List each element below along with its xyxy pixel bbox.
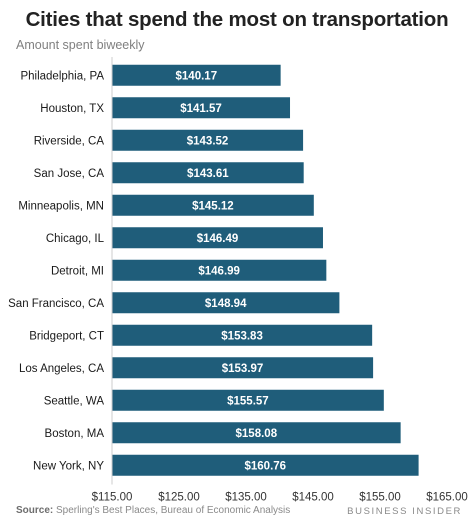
chart-subtitle: Amount spent biweekly [16,38,145,52]
x-tick-label: $115.00 [92,492,133,504]
x-tick-label: $125.00 [158,492,200,504]
category-label: San Francisco, CA [8,298,104,310]
value-label: $146.49 [197,233,239,245]
value-label: $158.08 [236,428,278,440]
bar [112,97,291,119]
value-label: $146.99 [198,265,240,277]
bar [112,422,401,444]
category-label: Detroit, MI [51,265,104,277]
value-label: $140.17 [176,70,218,82]
bar [112,259,327,281]
category-label: San Jose, CA [34,168,105,180]
bar [112,454,419,476]
x-tick-label: $165.00 [426,492,468,504]
source-note: Source: Sperling's Best Places, Bureau o… [16,505,290,516]
x-tick-label: $155.00 [359,492,401,504]
category-label: Chicago, IL [46,233,105,245]
value-label: $160.76 [245,460,287,472]
category-label: Philadelphia, PA [20,70,104,82]
brand-logo: BUSINESS INSIDER [347,506,462,517]
value-label: $153.97 [222,363,264,375]
category-label: Houston, TX [40,103,104,115]
category-label: Riverside, CA [34,135,105,147]
bar [112,162,304,184]
source-text: Sperling's Best Places, Bureau of Econom… [53,505,291,516]
category-label: Los Angeles, CA [19,363,104,375]
category-label: Seattle, WA [44,395,105,407]
bar [112,292,340,314]
bar [112,324,373,346]
value-label: $145.12 [192,200,234,212]
chart-title: Cities that spend the most on transporta… [25,8,449,31]
bar [112,227,323,249]
value-label: $148.94 [205,298,247,310]
category-label: Boston, MA [45,428,105,440]
value-label: $153.83 [221,330,263,342]
bar [112,389,384,411]
value-label: $143.61 [187,168,229,180]
category-label: Bridgeport, CT [29,330,104,342]
bar [112,194,314,216]
x-tick-label: $135.00 [225,492,267,504]
bar [112,64,281,86]
value-label: $155.57 [227,395,269,407]
value-label: $141.57 [180,103,222,115]
x-tick-label: $145.00 [292,492,334,504]
source-label: Source: [16,505,54,516]
bar [112,129,304,151]
value-label: $143.52 [187,135,229,147]
category-label: Minneapolis, MN [18,200,104,212]
category-label: New York, NY [33,460,104,472]
bar [112,357,374,379]
